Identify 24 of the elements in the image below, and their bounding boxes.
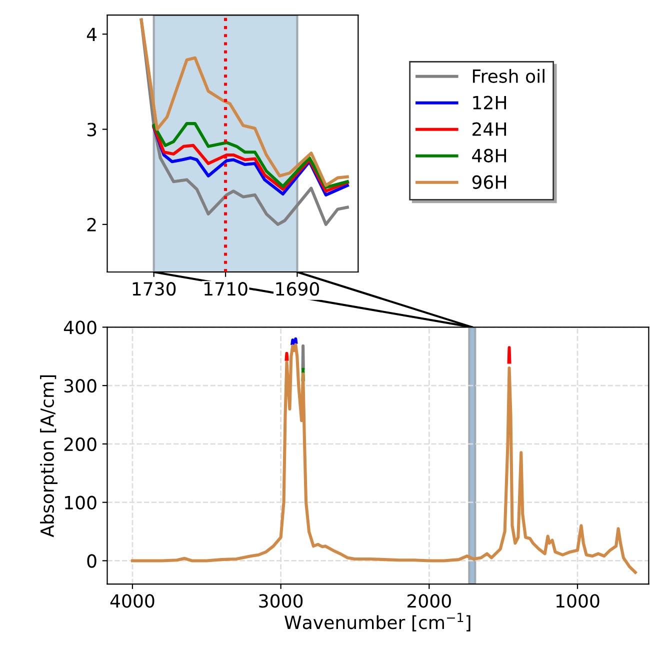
- x-tick-label: 1000: [556, 594, 600, 608]
- line-series: [130, 343, 637, 574]
- legend-label: 24H: [472, 122, 506, 136]
- x-tick-label: 3000: [259, 594, 303, 608]
- legend-label: 12H: [473, 96, 506, 110]
- x-tick-label: 1710: [204, 282, 248, 296]
- x-tick-label: 2000: [408, 594, 451, 608]
- x-axis-title: Wavenumber [cm$^{−1}$]: [284, 612, 470, 632]
- x-tick-label: 1730: [132, 282, 176, 296]
- y-tick-label: 0: [87, 554, 96, 568]
- legend-label: 96H: [472, 175, 506, 189]
- y-tick-label: 200: [64, 437, 96, 452]
- legend-label: 48H: [472, 148, 506, 162]
- y-tick-label: 3: [87, 122, 96, 136]
- y-tick-label: 4: [86, 28, 97, 41]
- y-tick-label: 2: [87, 218, 96, 232]
- y-tick-label: 400: [64, 320, 96, 334]
- legend-label: Fresh oil: [472, 68, 544, 83]
- y-axis-title: Absorption [A/cm]: [40, 375, 58, 538]
- y-tick-label: 300: [64, 379, 96, 393]
- y-tick-label: 100: [65, 496, 96, 510]
- line-series: [140, 18, 349, 187]
- x-tick-label: 1690: [276, 282, 319, 296]
- x-tick-label: 4000: [110, 594, 154, 608]
